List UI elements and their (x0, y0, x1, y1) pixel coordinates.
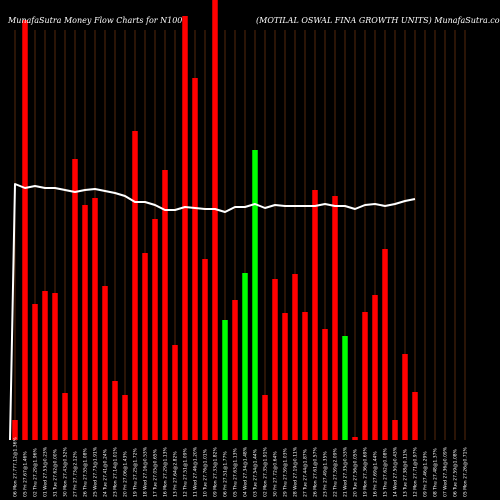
money-flow-line (9, 183, 416, 441)
x-tick-label: 30 Fri 27.72@0.64% (273, 451, 279, 497)
bar-mark (342, 336, 348, 440)
x-tick-label: 23 Fri 27.49@1.35% (323, 451, 329, 497)
x-tick-label: 14 Wed 27.50@0.43% (393, 446, 399, 497)
x-tick-label: 29 Thu 27.59@1.03% (283, 448, 289, 497)
x-tick-label: 28 Wed 27.19@0.11% (293, 446, 299, 497)
bar-mark (52, 293, 58, 440)
x-tick-label: 01 Wed 27.53@0.23% (43, 446, 49, 497)
bar-mark (72, 159, 78, 440)
bar-mark (412, 392, 418, 440)
bar-mark (212, 0, 218, 440)
x-tick-label: 27 Fri 27.73@2.12% (73, 451, 79, 497)
x-tick-label: 31 Tue 27.62@0.00% (53, 448, 59, 497)
bar-mark (42, 291, 48, 440)
bar-mark (232, 300, 238, 440)
x-tick-label: 20 Tue 27.56@0.05% (353, 448, 359, 497)
x-tick-label: 12 Thu 27.51@1.09% (183, 448, 189, 497)
bar-mark (312, 190, 318, 440)
x-tick-label: 10 Tue 27.76@1.01% (203, 448, 209, 497)
bar-mark (282, 313, 288, 440)
bar-mark (192, 78, 198, 440)
bar-mark (112, 381, 118, 440)
bar-mark (362, 312, 368, 440)
bar-mark (302, 312, 308, 440)
tick-layer: 06 Mon 27.777.12@1.36% 05 Fri 27.67@1.46%… (13, 437, 469, 497)
x-tick-label: 08 Thu 27.48@1.37% (433, 448, 439, 497)
x-tick-label: 05 Mon 27.26@0.71% (463, 447, 469, 497)
bar-mark (172, 345, 178, 440)
x-tick-label: 22 Thu 27.59@2.09% (333, 448, 339, 497)
x-tick-label: 15 Thu 27.62@0.08% (383, 448, 389, 497)
x-tick-label: 13 Tue 27.38@0.11% (403, 448, 409, 497)
bar-mark (372, 295, 378, 440)
bar-mark (122, 395, 128, 440)
x-tick-label: 04 Wed 27.34@1.48% (243, 446, 249, 497)
bar-mark (82, 205, 88, 440)
x-tick-label: 18 Wed 27.16@0.53% (143, 446, 149, 497)
x-tick-label: 02 Thu 27.29@1.96% (33, 448, 39, 497)
bar-mark (62, 393, 68, 440)
x-tick-label: 21 Wed 27.35@0.53% (343, 446, 349, 497)
bar-mark (262, 395, 268, 440)
bar-mark (32, 304, 38, 440)
x-tick-label: 20 Fri 27.06@1.43% (123, 451, 129, 497)
x-tick-label: 05 Fri 27.67@1.46% (23, 451, 29, 497)
x-tick-label: 12 Mon 27.71@0.97% (413, 447, 419, 497)
x-tick-label: 06 Mon 27.777.12@1.36% (13, 437, 19, 497)
x-tick-label: 19 Mon 27.36@0.69% (363, 447, 369, 497)
bar-mark (102, 286, 108, 440)
x-tick-label: 03 Tue 27.54@1.44% (253, 448, 259, 497)
x-tick-label: 26 Mon 27.61@0.57% (313, 447, 319, 497)
chart-title: MunafaSutra Money Flow Charts for N100 (7, 16, 182, 25)
bar-mark (322, 329, 328, 440)
bar-mark (92, 198, 98, 440)
bar-mark (392, 420, 398, 440)
bar-mark (402, 354, 408, 440)
bar-mark (292, 274, 298, 440)
x-tick-label: 06 Fri 27.51@1.77% (223, 451, 229, 497)
line-layer (9, 183, 416, 441)
x-tick-label: 16 Mon 27.29@1.13% (163, 447, 169, 497)
bar-mark (22, 20, 28, 440)
x-tick-label: 09 Fri 27.46@1.29% (423, 451, 429, 497)
bar-mark (382, 249, 388, 440)
bar-mark (132, 131, 138, 440)
bar-mark (242, 273, 248, 440)
bar-mark (272, 279, 278, 440)
x-tick-label: 05 Thu 27.63@1.13% (233, 448, 239, 497)
x-tick-label: 09 Mon 27.33@1.82% (213, 447, 219, 497)
x-tick-label: 07 Wed 27.36@0.09% (443, 446, 449, 497)
x-tick-label: 24 Tue 27.41@0.24% (103, 448, 109, 497)
bar-mark (182, 16, 188, 440)
bar-mark (152, 219, 158, 440)
bar-mark (142, 253, 148, 440)
x-tick-label: 23 Mon 27.14@1.01% (113, 447, 119, 497)
x-tick-label: 17 Tue 27.05@0.65% (153, 448, 159, 497)
x-tick-label: 13 Fri 27.64@2.82% (173, 451, 179, 497)
x-tick-label: 25 Wed 27.73@1.91% (93, 446, 99, 497)
x-tick-label: 19 Thu 27.25@1.72% (133, 448, 139, 497)
bar-mark (202, 259, 208, 440)
x-tick-label: 16 Fri 27.69@1.44% (373, 451, 379, 497)
bar-mark (252, 150, 258, 440)
x-tick-label: 26 Thu 27.55@1.08% (83, 448, 89, 497)
x-tick-label: 11 Wed 27.46@1.20% (193, 446, 199, 497)
chart-subtitle: (MOTILAL OSWAL FINA GROWTH UNITS) Munafa… (256, 16, 500, 25)
bar-mark (162, 170, 168, 440)
x-tick-label: 02 Mon 27.35@1.91% (263, 447, 269, 497)
bar-layer (12, 0, 418, 440)
bar-mark (12, 420, 18, 440)
x-tick-label: 30 Mon 27.43@0.52% (63, 447, 69, 497)
x-tick-label: 27 Tue 27.44@1.87% (303, 448, 309, 497)
bar-mark (352, 437, 358, 440)
bar-mark (222, 320, 228, 440)
bar-mark (332, 196, 338, 440)
x-tick-label: 06 Tue 27.59@1.08% (453, 448, 459, 497)
